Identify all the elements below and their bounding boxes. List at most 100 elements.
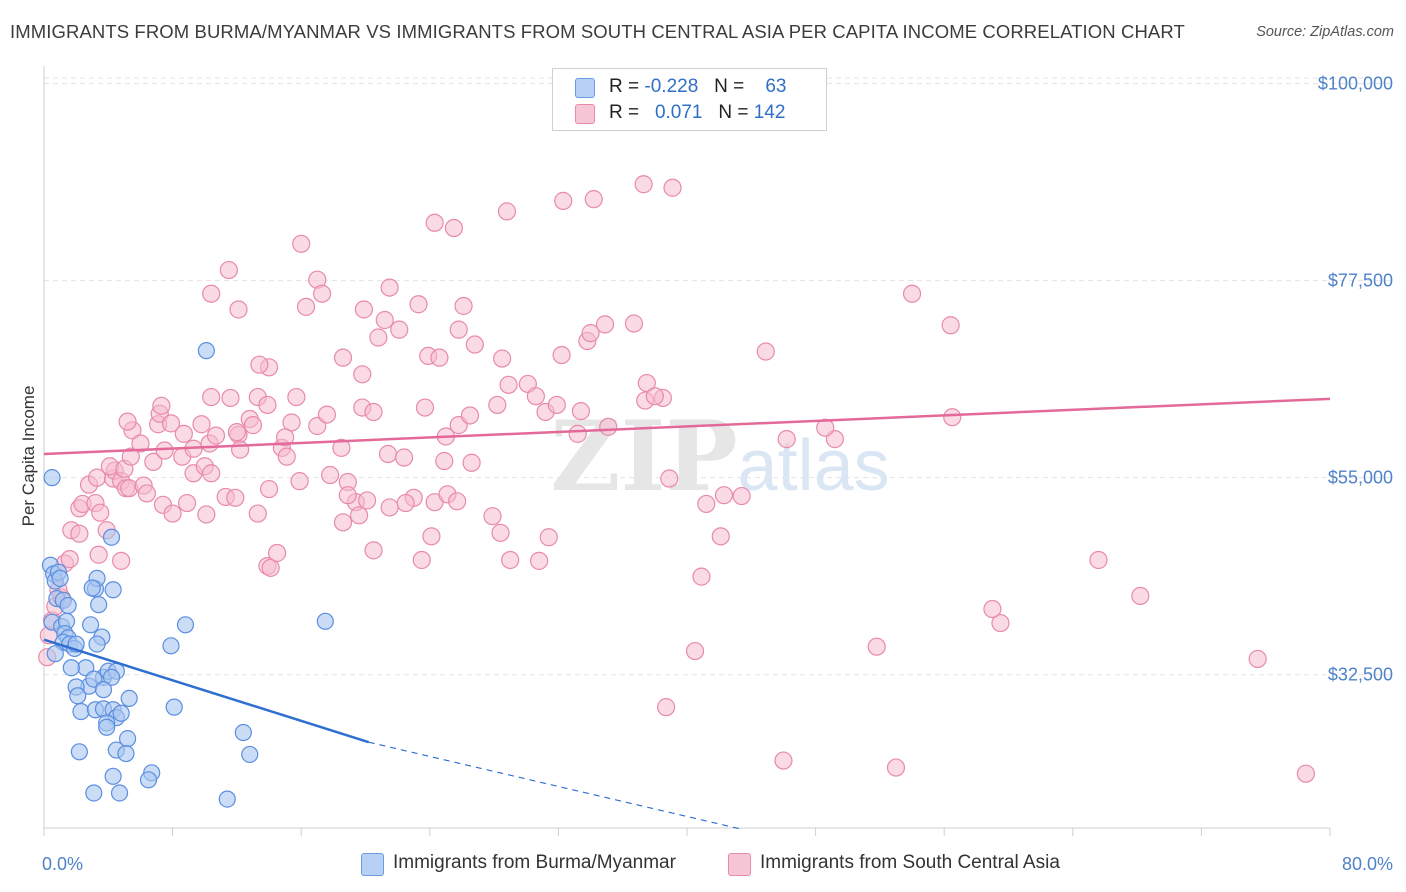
data-point-south-central-asia (462, 453, 481, 472)
data-point-south-central-asia (991, 613, 1010, 633)
data-point-south-central-asia (364, 402, 383, 422)
data-point-south-central-asia (685, 641, 705, 661)
data-point-south-central-asia (412, 550, 431, 570)
data-point-burma-myanmar (46, 645, 64, 663)
data-point-south-central-asia (338, 486, 357, 505)
data-point-south-central-asia (292, 234, 311, 253)
data-point-south-central-asia (435, 451, 454, 471)
data-point-south-central-asia (287, 387, 306, 407)
data-point-south-central-asia (415, 398, 435, 417)
data-point-south-central-asia (448, 492, 467, 511)
data-point-south-central-asia (634, 175, 653, 194)
legend-n-label: N = (718, 102, 749, 123)
data-point-burma-myanmar (43, 469, 61, 487)
data-point-south-central-asia (711, 527, 730, 546)
data-point-south-central-asia (777, 430, 796, 449)
data-point-south-central-asia (333, 348, 353, 367)
data-point-south-central-asia (1296, 764, 1315, 783)
data-point-south-central-asia (112, 551, 131, 570)
data-point-south-central-asia (756, 342, 775, 361)
data-point-south-central-asia (396, 493, 415, 513)
data-point-south-central-asia (409, 295, 428, 314)
data-point-burma-myanmar (70, 743, 88, 761)
data-point-south-central-asia (227, 423, 246, 442)
data-point-south-central-asia (774, 751, 793, 770)
data-point-south-central-asia (660, 469, 679, 488)
data-point-south-central-asia (353, 365, 372, 384)
data-point-south-central-asia (460, 406, 480, 425)
data-point-burma-myanmar (98, 718, 116, 736)
data-point-south-central-asia (89, 545, 108, 564)
data-point-burma-myanmar (85, 784, 103, 802)
data-point-burma-myanmar (162, 637, 180, 655)
data-point-south-central-asia (983, 599, 1002, 619)
data-point-south-central-asia (332, 438, 351, 457)
y-tick-label: $55,000 (1328, 468, 1393, 488)
data-point-south-central-asia (449, 320, 468, 339)
data-point-south-central-asia (312, 284, 332, 303)
data-point-burma-myanmar (117, 744, 135, 763)
data-point-south-central-asia (430, 348, 449, 367)
data-point-burma-myanmar (69, 687, 87, 705)
data-point-burma-myanmar (139, 771, 158, 789)
trend-line-burma-myanmar (43, 638, 370, 744)
data-point-burma-myanmar (176, 616, 195, 634)
data-point-south-central-asia (202, 464, 221, 483)
data-point-burma-myanmar (112, 704, 130, 722)
correlation-legend: R = -0.228 N = 63 R = 0.071 N = 142 (552, 68, 827, 131)
data-point-burma-myanmar (241, 745, 259, 764)
legend-r-label: R = (609, 76, 640, 97)
legend-n-value: 63 (765, 76, 787, 97)
data-point-burma-myanmar (82, 616, 100, 634)
data-point-south-central-asia (497, 202, 517, 221)
data-point-south-central-asia (243, 416, 263, 435)
data-point-south-central-asia (161, 414, 181, 433)
data-point-burma-myanmar (104, 767, 122, 785)
data-point-south-central-asia (1089, 550, 1108, 570)
data-point-south-central-asia (91, 503, 110, 522)
data-point-south-central-asia (152, 396, 171, 415)
data-point-south-central-asia (645, 387, 664, 406)
data-point-south-central-asia (425, 213, 444, 232)
data-point-burma-myanmar (234, 723, 252, 742)
data-point-south-central-asia (816, 418, 835, 437)
data-point-south-central-asia (375, 310, 394, 330)
data-point-burma-myanmar (94, 681, 113, 699)
y-tick-label: $32,500 (1328, 665, 1393, 685)
data-point-burma-myanmar (72, 702, 90, 721)
grid-lines (44, 77, 1392, 676)
data-point-south-central-asia (1131, 586, 1150, 605)
data-point-burma-myanmar (90, 596, 108, 614)
watermark-atlas: atlas (738, 426, 890, 506)
data-point-south-central-asia (70, 524, 89, 543)
data-point-south-central-asia (547, 395, 566, 415)
legend-swatch-blue (575, 78, 595, 98)
data-point-south-central-asia (941, 316, 960, 335)
data-point-south-central-asia (539, 528, 558, 547)
data-point-burma-myanmar (59, 596, 77, 615)
watermark: ZIPatlas (550, 400, 889, 513)
data-point-south-central-asia (663, 178, 682, 197)
data-point-south-central-asia (317, 405, 337, 424)
data-point-south-central-asia (378, 444, 398, 464)
data-point-south-central-asia (144, 452, 163, 471)
data-point-south-central-asia (595, 315, 615, 334)
y-axis-title: Per Capita Income (19, 386, 38, 527)
data-point-south-central-asia (202, 284, 221, 303)
data-point-burma-myanmar (110, 784, 129, 802)
data-point-south-central-asia (637, 373, 656, 393)
data-point-south-central-asia (568, 424, 587, 443)
data-point-south-central-asia (296, 297, 316, 316)
data-point-south-central-asia (380, 278, 399, 297)
data-point-south-central-asia (552, 345, 571, 365)
data-point-south-central-asia (483, 507, 502, 526)
legend-swatch-pink (575, 104, 595, 124)
trend-line-south-central-asia (43, 397, 1331, 456)
data-point-south-central-asia (624, 314, 644, 333)
data-point-burma-myanmar (120, 689, 138, 707)
legend-r-value: -0.228 (644, 76, 699, 97)
data-point-south-central-asia (380, 498, 399, 517)
trend-line-burma-myanmar-extrapolated (368, 741, 741, 830)
data-point-south-central-asia (394, 448, 414, 467)
bottom-legend-label: Immigrants from Burma/Myanmar (393, 852, 676, 873)
